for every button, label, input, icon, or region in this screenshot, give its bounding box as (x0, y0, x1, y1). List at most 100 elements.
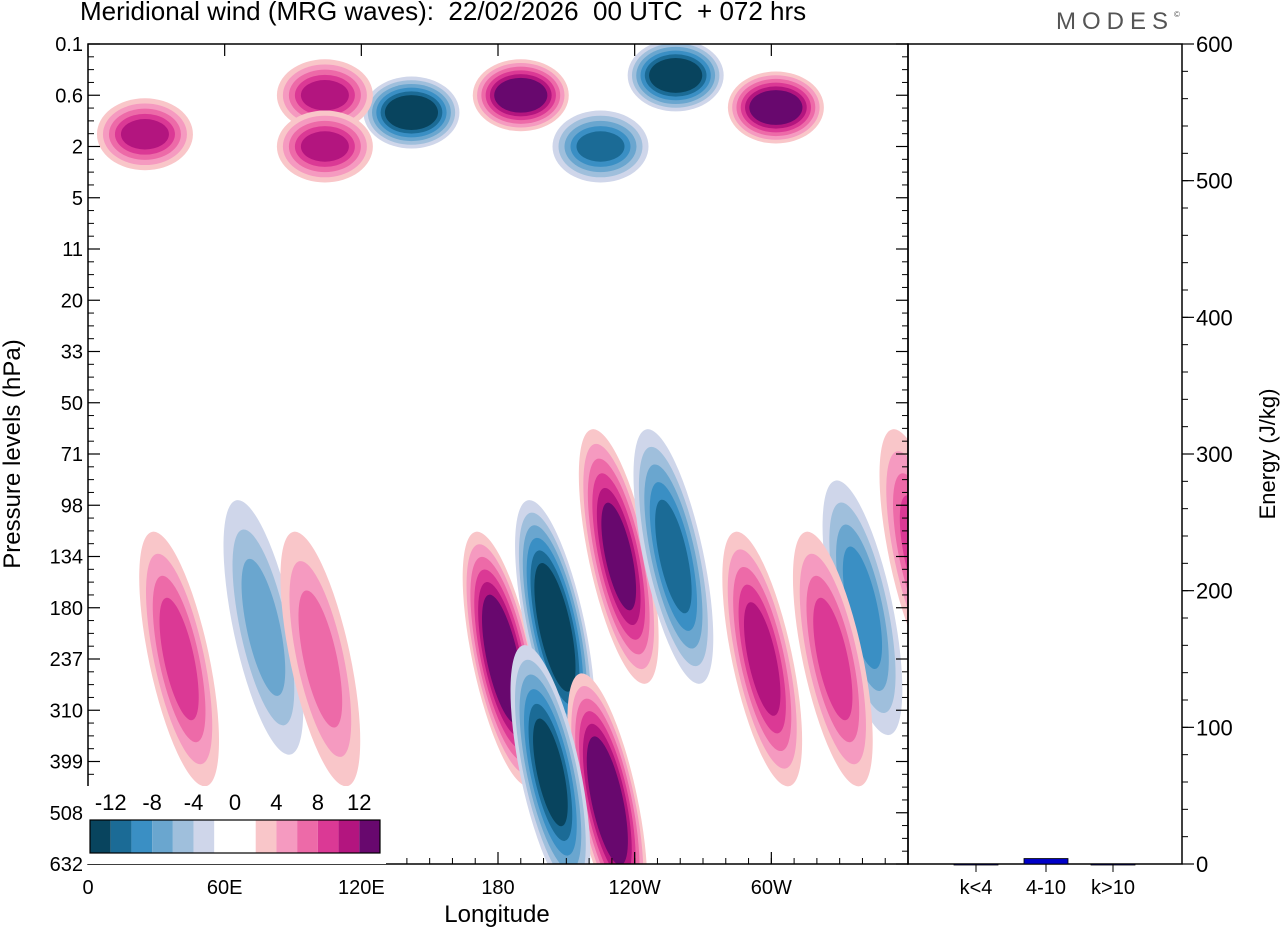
energy-tick-label: 300 (1196, 442, 1233, 467)
contour-band (753, 93, 799, 122)
y-tick-label: 134 (50, 547, 83, 569)
contour-feature (139, 531, 220, 787)
colorbar-label: 12 (347, 790, 371, 815)
contour-band (576, 131, 625, 162)
contour-band (241, 558, 286, 696)
y-tick-label: 5 (72, 188, 83, 210)
x-tick-label: 120E (338, 877, 385, 899)
contour-band (498, 81, 544, 109)
colorbar-label: -12 (95, 790, 127, 815)
colorbar-swatch (359, 820, 380, 853)
y-tick-label: 20 (61, 290, 83, 312)
chart-title: Meridional wind (MRG waves): 22/02/2026 … (80, 0, 807, 26)
y-tick-label: 237 (50, 649, 83, 671)
contour-band (389, 98, 434, 127)
y-tick-label: 11 (62, 239, 83, 261)
contour-band (842, 546, 883, 669)
x-tick-label: 60E (207, 877, 243, 899)
y-axis-title: Pressure levels (hPa) (0, 339, 26, 568)
energy-cat-label: k>10 (1091, 877, 1135, 899)
modes-logo: MODES© (1056, 8, 1180, 36)
colorbar-label: 8 (312, 790, 324, 815)
contour-band (590, 748, 625, 853)
contour-feature (722, 531, 803, 787)
energy-tick-label: 400 (1196, 305, 1233, 330)
colorbar-label: 0 (229, 790, 241, 815)
energy-bar (1023, 858, 1069, 865)
colorbar-swatch (276, 820, 298, 853)
x-tick-label: 60W (751, 877, 792, 899)
contour-feature (223, 500, 304, 755)
y-tick-label: 98 (61, 495, 83, 517)
y-tick-label: 0.6 (55, 85, 83, 107)
colorbar-swatch (214, 820, 235, 853)
contour-feature (276, 110, 373, 183)
contour-feature (627, 44, 724, 112)
y-tick-label: 399 (50, 752, 83, 774)
y-tick-label: 180 (50, 598, 83, 620)
contour-band (601, 502, 637, 611)
y-tick-label: 0.1 (55, 34, 83, 56)
contour-band (159, 597, 199, 721)
colorbar-swatch (131, 820, 153, 853)
contour-band (813, 597, 853, 721)
colorbar-swatch (110, 820, 132, 853)
logo-text: MODES (1056, 8, 1175, 35)
colorbar-swatch (235, 820, 256, 853)
colorbar-swatch (193, 820, 215, 853)
contour-feature (792, 531, 873, 787)
energy-tick-label: 200 (1196, 579, 1233, 604)
y-tick-label: 50 (61, 393, 83, 415)
colorbar-swatch (297, 820, 318, 853)
energy-tick-label: 500 (1196, 169, 1233, 194)
y-tick-label: 33 (61, 342, 83, 364)
x-tick-label: 120W (609, 877, 661, 899)
contour-feature (472, 59, 569, 132)
y-tick-label: 632 (50, 854, 83, 876)
contour-band (655, 499, 692, 614)
colorbar-swatch (172, 820, 194, 853)
colorbar-frame (89, 819, 381, 854)
contour-feature (510, 645, 591, 864)
energy-cat-label: 4-10 (1026, 877, 1066, 899)
contour-feature (276, 59, 373, 132)
contour-feature (633, 429, 714, 684)
y-tick-label: 508 (50, 803, 83, 825)
energy-tick-label: 100 (1196, 715, 1233, 740)
contour-band (300, 131, 349, 162)
contour-band (533, 718, 568, 827)
energy-axis-title: Energy (J/kg) (1255, 389, 1280, 520)
colorbar-swatch (255, 820, 277, 853)
contour-feature (280, 531, 361, 787)
y-tick-label: 310 (50, 700, 83, 722)
contour-band (743, 602, 781, 716)
colorbar-swatch (152, 820, 173, 853)
y-tick-label: 71 (61, 444, 83, 466)
colorbar-swatch (90, 820, 111, 853)
logo-mark: © (1174, 10, 1180, 19)
contour-feature (879, 429, 908, 684)
energy-tick-label: 0 (1196, 852, 1208, 877)
colorbar-label: -8 (142, 790, 162, 815)
contour-band (538, 575, 572, 680)
energy-cat-label: k<4 (960, 877, 993, 899)
colorbar-label: -4 (184, 790, 204, 815)
x-axis-title: Longitude (444, 901, 549, 928)
contour-feature (96, 98, 193, 171)
contour-feature (727, 71, 824, 144)
x-tick-label: 180 (481, 877, 514, 899)
colorbar-swatch (317, 820, 339, 853)
contour-feature (363, 76, 460, 149)
colorbar-swatch (338, 820, 360, 853)
contour-feature (822, 480, 903, 736)
colorbar-label: 4 (270, 790, 282, 815)
contour-feature (567, 673, 648, 864)
energy-panel-frame (907, 43, 1183, 865)
contour-feature (578, 429, 659, 684)
y-tick-label: 2 (72, 137, 83, 159)
contour-band (653, 61, 698, 90)
contour-field (96, 44, 908, 864)
x-tick-label: 0 (82, 877, 93, 899)
energy-tick-label: 600 (1196, 32, 1233, 57)
